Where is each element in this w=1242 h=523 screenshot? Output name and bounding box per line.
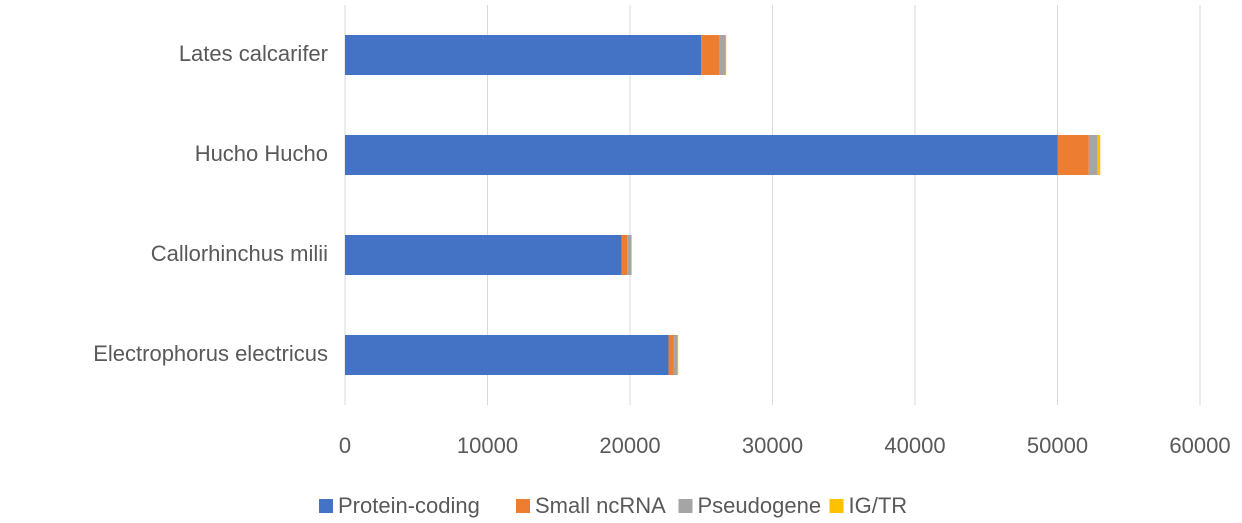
bar-segment: [673, 335, 678, 375]
x-tick-label: 60000: [1169, 433, 1230, 458]
x-tick-label: 0: [339, 433, 351, 458]
y-tick-label: Lates calcarifer: [179, 41, 328, 66]
legend-label: Pseudogene: [698, 493, 822, 518]
legend-swatch: [678, 499, 693, 513]
bar-segment: [1097, 135, 1101, 175]
x-tick-label: 20000: [599, 433, 660, 458]
bar-segment: [345, 335, 669, 375]
x-tick-label: 50000: [1027, 433, 1088, 458]
y-tick-label: Hucho Hucho: [195, 141, 328, 166]
bar-segment: [621, 235, 628, 275]
x-tick-label: 30000: [742, 433, 803, 458]
legend-swatch: [319, 499, 333, 513]
legend-label: Protein-coding: [338, 493, 480, 518]
bar-segment: [345, 35, 702, 75]
legend-swatch: [516, 499, 530, 513]
x-tick-label: 10000: [457, 433, 518, 458]
bar-segment: [1088, 135, 1098, 175]
legend-label: Small ncRNA: [535, 493, 666, 518]
bar-segment: [719, 35, 726, 75]
legend-swatch: [829, 499, 844, 513]
bar-segment: [701, 35, 720, 75]
bar-segment: [345, 135, 1058, 175]
x-tick-label: 40000: [884, 433, 945, 458]
y-tick-label: Electrophorus electricus: [93, 341, 328, 366]
y-tick-label: Callorhinchus milii: [151, 241, 328, 266]
bar-segment: [1057, 135, 1089, 175]
bar-segment: [668, 335, 674, 375]
bar-segment: [345, 235, 622, 275]
legend-label: IG/TR: [849, 493, 908, 518]
bar-segment: [725, 35, 727, 75]
bar-segment: [627, 235, 632, 275]
